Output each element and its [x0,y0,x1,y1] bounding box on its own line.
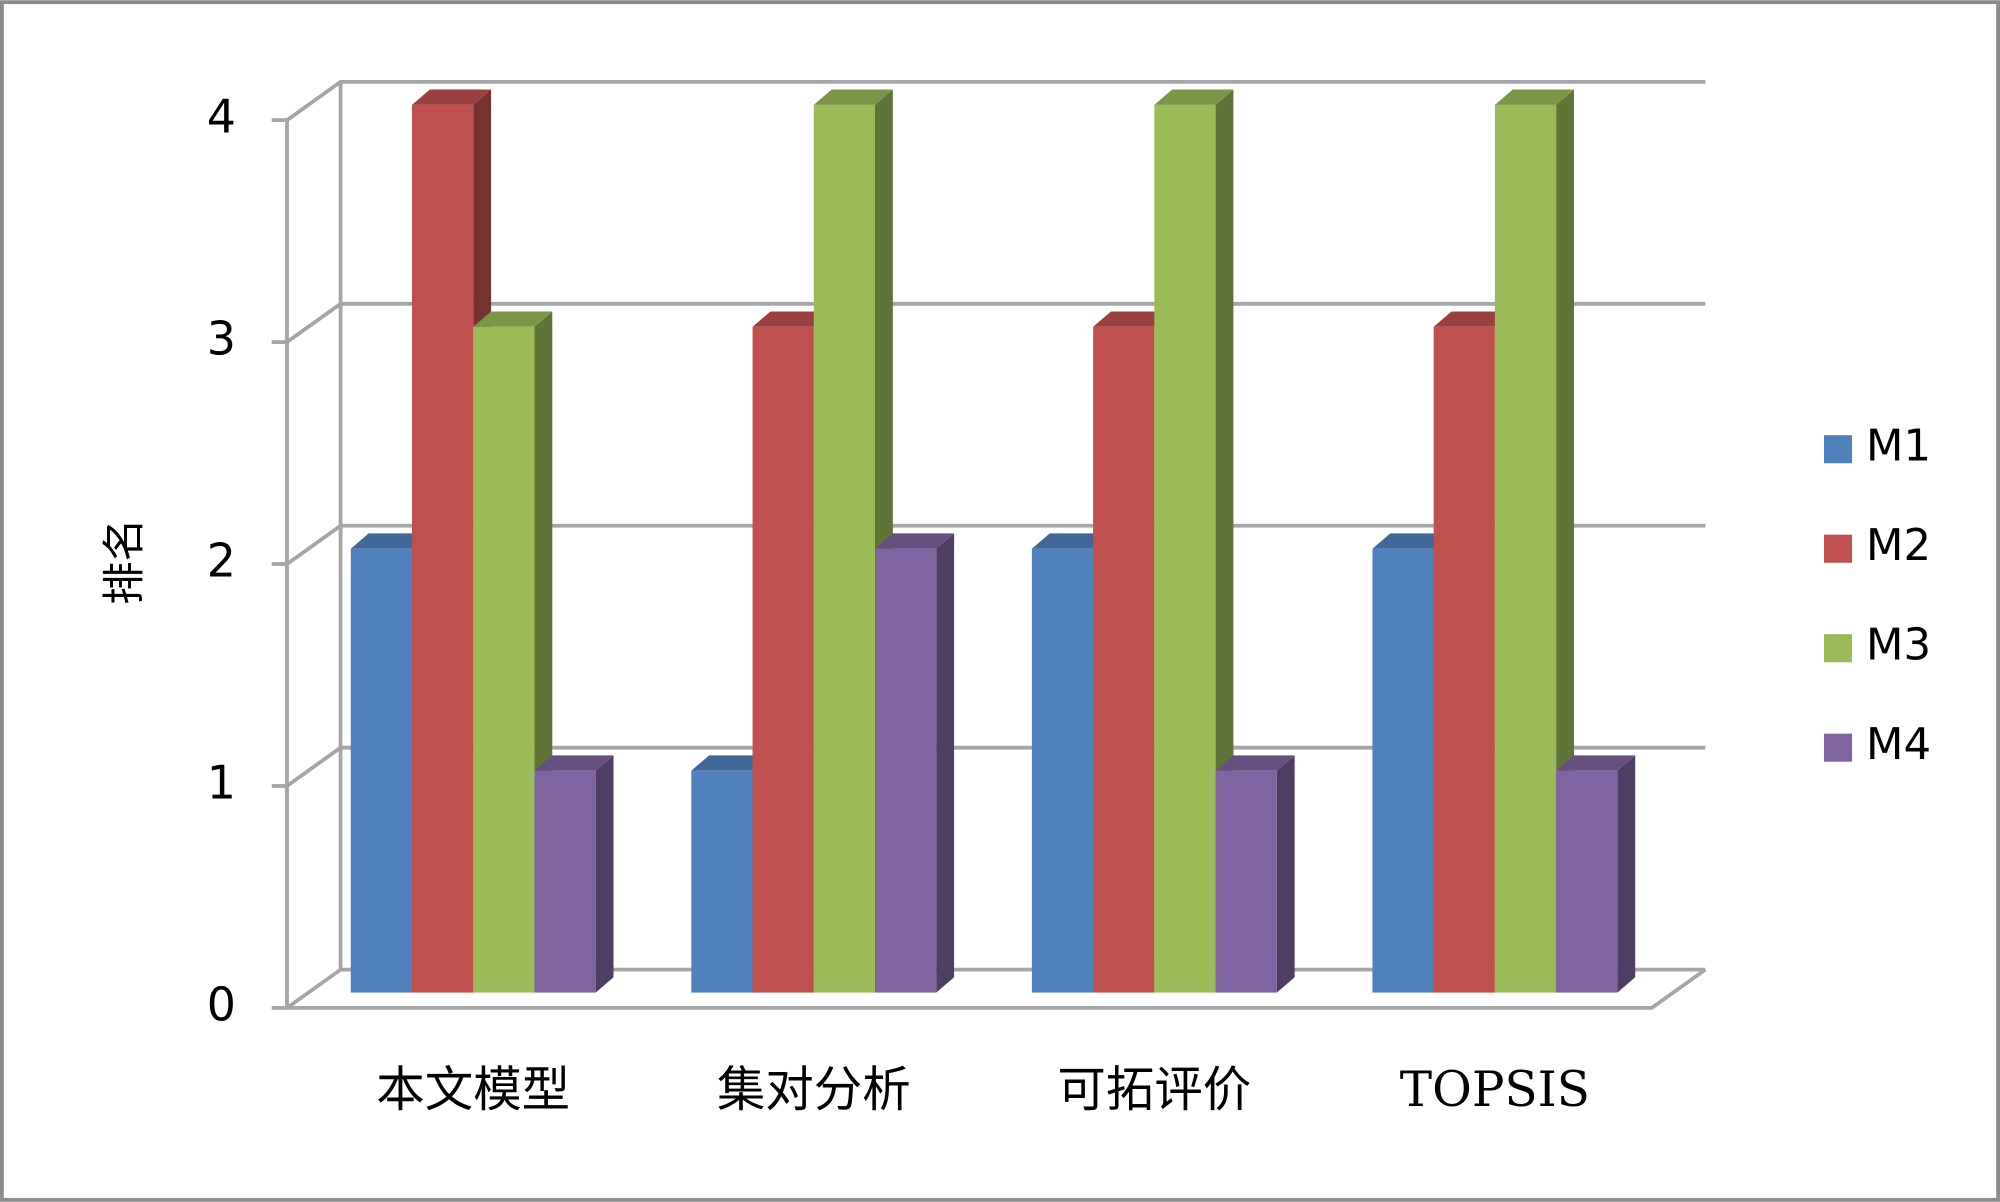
bar-top [1031,533,1111,549]
bar-top [1556,755,1636,771]
bar [1031,548,1094,993]
bar-side [595,755,614,993]
y-axis-label: 排名 [100,518,150,605]
x-tick-label: TOPSIS [1400,1062,1590,1118]
y-tick-label: 1 [207,755,236,809]
bar [752,326,814,993]
legend-swatch [1823,733,1853,762]
bar-top [411,89,492,105]
bar-side [936,533,955,993]
bar-top [1494,89,1574,105]
bar [350,548,412,993]
bar [875,548,937,993]
bar [813,104,875,993]
legend-label: M2 [1866,521,1931,571]
bar [1215,770,1277,993]
bar-top [1433,311,1513,327]
bar-top [473,311,553,327]
grid-line [285,79,1706,122]
legend-label: M1 [1866,422,1931,472]
grid-line [285,523,1706,566]
x-tick-label: 集对分析 [717,1062,911,1118]
floor [286,968,1707,1010]
y-tick-label: 0 [207,977,236,1031]
bar-top [1372,533,1452,549]
bar-top [875,533,955,549]
bar-top [752,311,832,327]
bar [1372,548,1434,993]
bar-top [1154,89,1234,105]
bar-side [1617,755,1636,993]
grid-line [285,745,1706,788]
y-tick-label: 2 [207,534,236,588]
bar [691,770,753,993]
bar-top [1215,755,1295,771]
bar-side [1276,755,1295,993]
x-tick-label: 本文模型 [376,1062,570,1118]
legend-label: M4 [1866,720,1931,770]
bar [1494,104,1557,993]
legend-swatch [1823,534,1853,563]
legend-swatch [1823,435,1853,464]
grid-line [285,301,1706,344]
bar [473,326,535,993]
bar-top [1093,311,1173,327]
x-tick-label: 可拓评价 [1057,1062,1251,1118]
bar [1154,104,1216,993]
y-tick-label: 3 [207,312,236,366]
bar [1556,770,1618,993]
bar [534,770,596,993]
bar-top [691,755,771,771]
bar [411,104,474,993]
bar-top [813,89,893,105]
bar-top [534,755,614,771]
bar-top [350,533,430,549]
bar [1433,326,1495,993]
bar [1093,326,1155,993]
legend-swatch [1823,634,1853,663]
y-tick-label: 4 [207,90,236,144]
legend-label: M3 [1866,621,1931,671]
